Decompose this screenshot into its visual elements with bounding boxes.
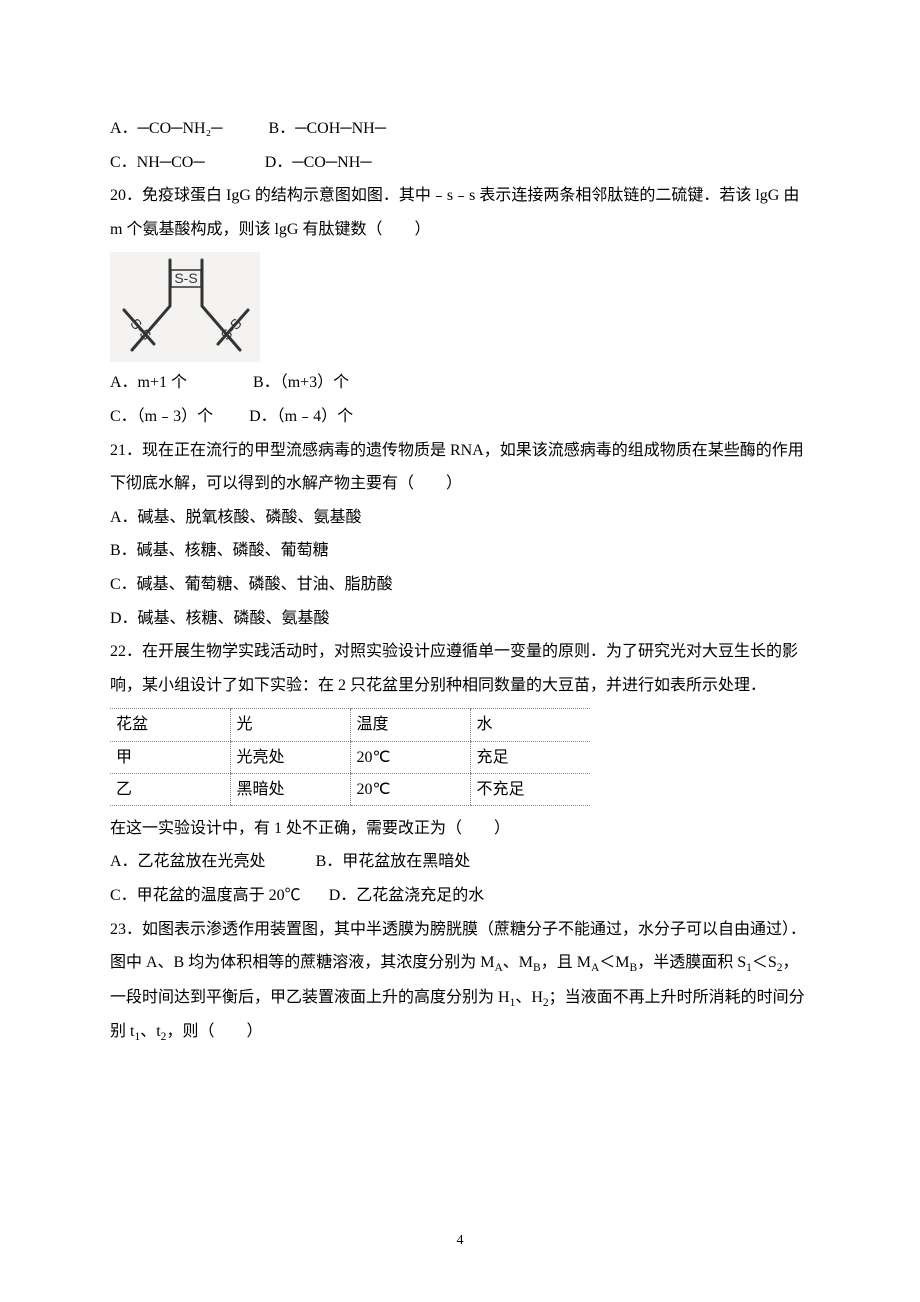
q21-opt-a: A．碱基、脱氧核酸、磷酸、氨基酸	[110, 501, 810, 535]
q22-table-cell: 20℃	[350, 773, 470, 805]
q19-opt-c: C．NH─CO─	[110, 154, 205, 171]
table-row: 甲光亮处20℃充足	[110, 741, 590, 773]
q22-stem: 22．在开展生物学实践活动时，对照实验设计应遵循单一变量的原则．为了研究光对大豆…	[110, 635, 810, 702]
q20-figure: S-SS-SS-S	[110, 252, 810, 362]
q22-table-cell: 不充足	[470, 773, 590, 805]
q22-table-cell: 甲	[110, 741, 230, 773]
q22-opt-c: C．甲花盆的温度高于 20℃	[110, 887, 301, 904]
q19-opt-a: A．─CO─NH₂─	[110, 120, 222, 137]
q21-opt-b: B．碱基、核糖、磷酸、葡萄糖	[110, 534, 810, 568]
q22-opt-a: A．乙花盆放在光亮处	[110, 853, 266, 870]
q21-opt-d: D．碱基、核糖、磷酸、氨基酸	[110, 602, 810, 636]
q20-opt-c: C．（m﹣3）个	[110, 408, 213, 425]
q22-table-header-cell: 光	[230, 709, 350, 741]
q22-table-cell: 黑暗处	[230, 773, 350, 805]
q19-opt-b: B．─COH─NH─	[268, 120, 386, 137]
page-number: 4	[0, 1234, 920, 1248]
q22-table-cell: 20℃	[350, 741, 470, 773]
q22-table-header-cell: 水	[470, 709, 590, 741]
q22-table-cell: 充足	[470, 741, 590, 773]
q22-table: 花盆光温度水甲光亮处20℃充足乙黑暗处20℃不充足	[110, 708, 590, 806]
q20-opt-b: B．（m+3）个	[253, 374, 349, 391]
q22-opt-b: B．甲花盆放在黑暗处	[316, 853, 471, 870]
q21-opt-c: C．碱基、葡萄糖、磷酸、甘油、脂肪酸	[110, 568, 810, 602]
q20-opt-a: A．m+1 个	[110, 374, 187, 391]
q22-table-cell: 光亮处	[230, 741, 350, 773]
q22-table-header-cell: 花盆	[110, 709, 230, 741]
q21-stem: 21．现在正在流行的甲型流感病毒的遗传物质是 RNA，如果该流感病毒的组成物质在…	[110, 434, 810, 501]
table-row: 乙黑暗处20℃不充足	[110, 773, 590, 805]
q22-post: 在这一实验设计中，有 1 处不正确，需要改正为（ ）	[110, 812, 810, 846]
q22-opt-d: D．乙花盆浇充足的水	[329, 887, 485, 904]
q20-stem: 20．免疫球蛋白 IgG 的结构示意图如图．其中﹣s﹣s 表示连接两条相邻肽链的…	[110, 179, 810, 246]
q22-table-cell: 乙	[110, 773, 230, 805]
svg-text:S-S: S-S	[174, 271, 197, 287]
q19-opt-d: D．─CO─NH─	[265, 154, 372, 171]
q20-opt-d: D．（m﹣4）个	[249, 408, 353, 425]
q22-table-header-cell: 温度	[350, 709, 470, 741]
q23-stem: 23．如图表示渗透作用装置图，其中半透膜为膀胱膜（蔗糖分子不能通过，水分子可以自…	[110, 913, 810, 1050]
